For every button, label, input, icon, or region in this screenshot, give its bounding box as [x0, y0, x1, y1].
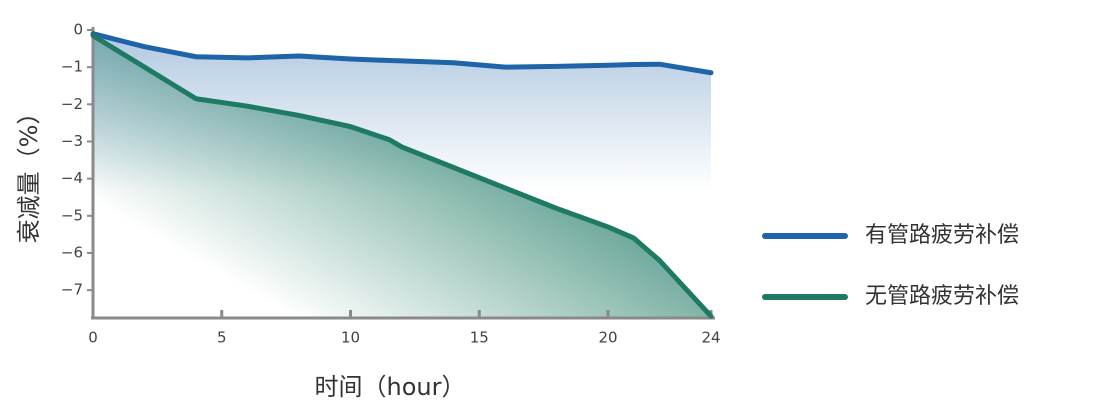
- line: [90, 31, 714, 76]
- legend-label: 无管路疲劳补偿: [865, 284, 1019, 309]
- y-tick-label: −5: [61, 206, 83, 224]
- legend-label: 有管路疲劳补偿: [865, 223, 1019, 248]
- x-tick-label: 10: [341, 329, 360, 347]
- x-tick-label: 20: [598, 329, 617, 347]
- y-tick-label: −7: [61, 281, 83, 299]
- x-tick-label: 24: [701, 329, 720, 347]
- y-tick-label: −3: [61, 132, 83, 150]
- x-tick-label: 0: [88, 329, 98, 347]
- x-axis-label: 时间（hour）: [315, 373, 466, 401]
- y-tick-label: −4: [61, 169, 83, 187]
- x-tick-label: 15: [470, 329, 489, 347]
- y-tick-label: −2: [61, 95, 83, 113]
- y-axis-label: 衰减量（%）: [15, 101, 43, 244]
- x-tick-label: 5: [217, 329, 227, 347]
- line: [90, 33, 714, 319]
- y-tick-label: −1: [61, 58, 83, 76]
- y-tick-label: 0: [73, 21, 83, 39]
- y-tick-label: −6: [61, 243, 83, 261]
